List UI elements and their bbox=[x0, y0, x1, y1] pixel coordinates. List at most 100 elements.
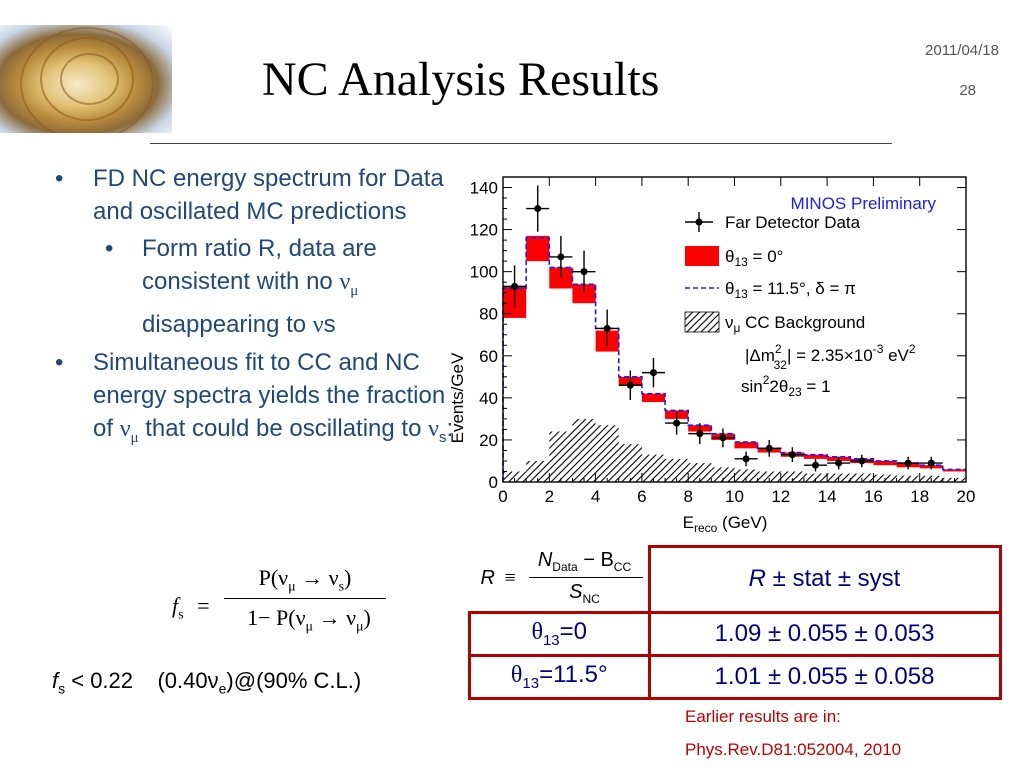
bullet-text: that could be oscillating to bbox=[138, 414, 429, 442]
b-sub: CC bbox=[613, 559, 632, 574]
background-bar bbox=[711, 467, 735, 482]
data-point bbox=[719, 434, 727, 442]
x-tick-label: 4 bbox=[591, 487, 600, 506]
data-point bbox=[603, 324, 611, 332]
num-close: ) bbox=[344, 565, 352, 590]
header-text: ± stat ± syst bbox=[765, 565, 901, 593]
theta-cell: θ13=11.5° bbox=[468, 653, 651, 700]
y-tick-label: 100 bbox=[470, 263, 498, 282]
bullet-text: Simultaneous fit to CC and NC energy spe… bbox=[93, 348, 446, 442]
den-arrow: → ν bbox=[313, 605, 357, 630]
x-tick-label: 16 bbox=[864, 487, 883, 506]
reference-note: Earlier results are in: bbox=[685, 707, 841, 726]
x-axis-label: Ereco (GeV) bbox=[683, 513, 768, 535]
x-tick-label: 6 bbox=[637, 487, 646, 506]
bullet-item: • Simultaneous fit to CC and NC energy s… bbox=[55, 346, 465, 455]
limit-sub: s bbox=[58, 680, 66, 697]
data-point bbox=[765, 444, 773, 452]
limit-sub: e bbox=[218, 680, 227, 697]
data-point bbox=[626, 381, 634, 389]
n-symbol: N bbox=[537, 548, 553, 571]
background-bar bbox=[780, 471, 804, 482]
theta-symbol: θ bbox=[531, 619, 543, 646]
limit-text: < 0.22 (0.40ν bbox=[65, 668, 219, 693]
background-bar bbox=[641, 454, 666, 482]
background-bar bbox=[526, 460, 550, 482]
r-fraction-bar bbox=[528, 576, 643, 578]
background-bar bbox=[503, 471, 527, 482]
x-tick-label: 14 bbox=[818, 487, 837, 506]
bullet-list: • FD NC energy spectrum for Data and osc… bbox=[55, 162, 465, 455]
data-point bbox=[557, 253, 565, 261]
table-header-cell: R ± stat ± syst bbox=[647, 545, 1002, 614]
sin-annotation: sin22θ23 = 1 bbox=[741, 373, 831, 399]
chart-title: MINOS Preliminary bbox=[791, 194, 937, 213]
mu-subscript: μ bbox=[350, 282, 359, 299]
dm-annotation: |Δm2 32| = 2.35×10-3 eV2 bbox=[745, 342, 916, 372]
equiv-symbol: ≡ bbox=[504, 566, 516, 589]
data-point bbox=[812, 461, 820, 469]
nu-symbol: ν bbox=[119, 415, 131, 442]
background-bar bbox=[572, 418, 596, 482]
y-tick-label: 20 bbox=[479, 431, 498, 450]
background-bar bbox=[688, 463, 712, 482]
num-text: P(ν bbox=[258, 565, 289, 590]
theta-symbol: θ bbox=[510, 662, 523, 689]
den-close: ) bbox=[363, 605, 371, 630]
num-sub: s bbox=[338, 579, 345, 595]
y-tick-label: 120 bbox=[470, 221, 498, 240]
theta-value: =11.5° bbox=[539, 661, 608, 689]
x-tick-label: 20 bbox=[957, 487, 976, 506]
oscillated-prediction-line bbox=[502, 237, 966, 482]
background-bar bbox=[757, 471, 781, 482]
bullet-text: FD NC energy spectrum for Data and oscil… bbox=[93, 165, 444, 225]
slide-title: NC Analysis Results bbox=[262, 53, 660, 106]
s-symbol: S bbox=[569, 580, 583, 603]
bullet-text: disappearing to bbox=[142, 310, 313, 338]
x-tick-label: 8 bbox=[683, 487, 692, 506]
r-definition: R ≡ NData − BCC SNC bbox=[470, 547, 650, 613]
sub-bullet-item: • Form ratio R, data are consistent with… bbox=[55, 232, 465, 342]
background-bar bbox=[850, 473, 874, 482]
data-point bbox=[580, 268, 588, 276]
prediction-band bbox=[734, 442, 758, 449]
nu-symbol: ν bbox=[428, 415, 439, 442]
x-tick-label: 2 bbox=[545, 487, 554, 506]
result-cell: 1.01 ± 0.055 ± 0.058 bbox=[647, 653, 1002, 700]
prediction-band bbox=[873, 460, 897, 466]
y-tick-label: 0 bbox=[489, 473, 498, 492]
y-tick-label: 140 bbox=[470, 179, 498, 198]
fraction-bar bbox=[224, 598, 386, 599]
background-bar bbox=[665, 458, 689, 482]
mu-subscript: μ bbox=[130, 429, 139, 446]
x-tick-label: 18 bbox=[910, 487, 929, 506]
y-tick-label: 60 bbox=[479, 347, 498, 366]
x-tick-label: 12 bbox=[771, 487, 790, 506]
data-point bbox=[696, 430, 704, 438]
background-bar bbox=[734, 469, 758, 482]
theta-value: =0 bbox=[559, 618, 588, 646]
minus-b: − B bbox=[577, 548, 614, 571]
legend-label: νμ CC Background bbox=[725, 313, 865, 335]
legend-label: θ13 = 11.5°, δ = π bbox=[725, 279, 856, 301]
data-point bbox=[904, 459, 912, 467]
bullet-text: Form ratio R, data are consistent with n… bbox=[142, 235, 377, 295]
prediction-band bbox=[526, 235, 550, 262]
title-divider bbox=[150, 143, 892, 144]
formula-numerator: P(νμ → νs) bbox=[224, 565, 386, 595]
reference-citation: Phys.Rev.D81:052004, 2010 bbox=[685, 740, 902, 759]
table-row: θ13=11.5° 1.01 ± 0.055 ± 0.058 bbox=[468, 653, 1002, 700]
formula-sub: s bbox=[178, 607, 184, 623]
data-point bbox=[835, 459, 843, 467]
r-denominator: SNC bbox=[525, 581, 645, 606]
nu-symbol: ν bbox=[339, 269, 351, 295]
background-bar bbox=[549, 431, 573, 482]
r-symbol: R bbox=[480, 566, 495, 589]
y-tick-label: 40 bbox=[479, 389, 498, 408]
bullet-dot: • bbox=[105, 235, 114, 262]
table-header-row: R ≡ NData − BCC SNC R ± stat ± syst bbox=[470, 545, 1002, 614]
background-bar bbox=[827, 473, 851, 482]
theta-sub: 13 bbox=[542, 631, 560, 649]
prediction-band bbox=[942, 469, 966, 472]
r-numerator: NData − BCC bbox=[525, 549, 645, 574]
